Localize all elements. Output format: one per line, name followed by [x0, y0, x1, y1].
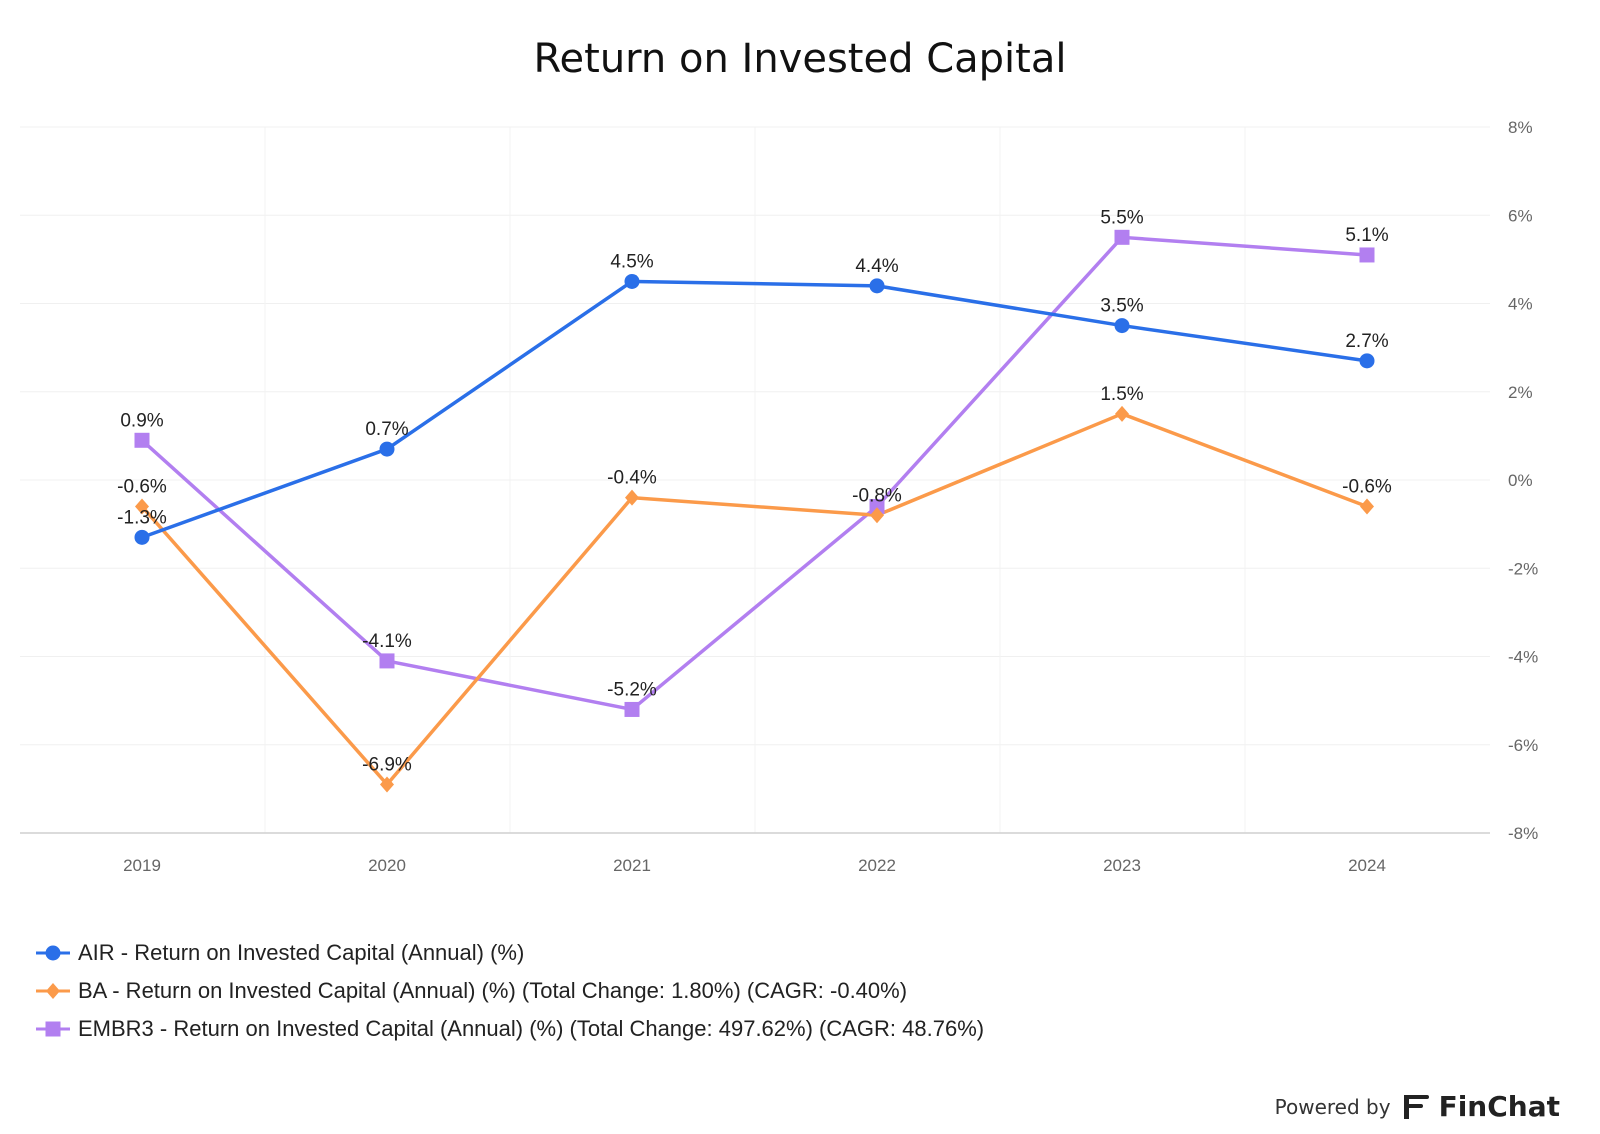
data-label: -6.9%: [362, 754, 412, 775]
legend: AIR - Return on Invested Capital (Annual…: [36, 934, 984, 1048]
y-tick-label: -2%: [1508, 559, 1538, 578]
legend-item[interactable]: AIR - Return on Invested Capital (Annual…: [36, 934, 984, 972]
data-label: 0.9%: [120, 410, 163, 431]
data-point[interactable]: [1359, 247, 1375, 263]
data-point[interactable]: [1114, 318, 1130, 334]
data-labels: -1.3% 0.7% 4.5% 4.4% 3.5% 2.7% -0.6% -6.9% -0.4%…: [117, 207, 1392, 775]
brand-name: FinChat: [1438, 1090, 1560, 1123]
legend-label: AIR - Return on Invested Capital (Annual…: [78, 940, 525, 965]
data-point[interactable]: [625, 489, 639, 506]
data-label: 5.1%: [1345, 225, 1388, 246]
y-tick-label: -8%: [1508, 824, 1538, 843]
axes: 8% 6% 4% 2% 0% -2% -4% -6% -8% 2019 2020 2021 2022 20…: [20, 118, 1538, 875]
data-point[interactable]: [380, 776, 394, 793]
data-point[interactable]: [1360, 498, 1374, 515]
data-label: 0.7%: [365, 419, 408, 440]
legend-swatch-icon: [36, 945, 70, 961]
data-point[interactable]: [134, 432, 150, 448]
legend-marker-icon: [45, 945, 61, 961]
data-label: 4.4%: [855, 256, 898, 277]
data-point[interactable]: [1114, 229, 1130, 245]
legend-item[interactable]: BA - Return on Invested Capital (Annual)…: [36, 972, 984, 1010]
y-tick-label: -6%: [1508, 736, 1538, 755]
data-point[interactable]: [624, 273, 640, 289]
data-label: -1.3%: [117, 507, 167, 528]
data-point[interactable]: [1115, 405, 1129, 422]
data-point[interactable]: [624, 701, 640, 717]
legend-marker-icon: [45, 1021, 61, 1037]
legend-marker-icon: [46, 983, 60, 999]
data-point[interactable]: [134, 529, 150, 545]
data-label: 1.5%: [1100, 384, 1143, 405]
y-tick-label: 8%: [1508, 118, 1533, 137]
x-tick-label: 2019: [123, 856, 161, 875]
data-label: 3.5%: [1100, 296, 1143, 317]
legend-item[interactable]: EMBR3 - Return on Invested Capital (Annu…: [36, 1010, 984, 1048]
data-label: 2.7%: [1345, 331, 1388, 352]
data-label: -0.8%: [852, 485, 902, 506]
y-tick-label: 4%: [1508, 295, 1533, 314]
data-label: -5.2%: [607, 679, 657, 700]
y-tick-label: 2%: [1508, 383, 1533, 402]
data-point[interactable]: [135, 498, 149, 515]
powered-by-text: Powered by: [1274, 1094, 1391, 1119]
series-line: [141, 279, 1368, 540]
x-tick-label: 2020: [368, 856, 406, 875]
grid: [20, 126, 1490, 833]
x-tick-label: 2021: [613, 856, 651, 875]
data-label: 5.5%: [1100, 207, 1143, 228]
footer: Powered by FinChat: [1275, 1090, 1560, 1123]
legend-label: BA - Return on Invested Capital (Annual)…: [78, 978, 908, 1003]
data-label: -4.1%: [362, 631, 412, 652]
data-point[interactable]: [869, 498, 885, 514]
y-tick-label: 0%: [1508, 471, 1533, 490]
y-tick-label: -4%: [1508, 648, 1538, 667]
chart-title: Return on Invested Capital: [533, 36, 1067, 82]
data-label: -0.6%: [117, 476, 167, 497]
data-point[interactable]: [1359, 353, 1375, 369]
data-point[interactable]: [870, 507, 884, 524]
data-label: -0.4%: [607, 468, 657, 489]
legend-swatch-icon: [36, 1021, 70, 1037]
finchat-logo-icon: [1403, 1094, 1429, 1119]
line-chart: 8% 6% 4% 2% 0% -2% -4% -6% -8% 2019 2020 2021 2022 20…: [20, 118, 1538, 875]
series-line: [140, 235, 1368, 712]
legend-swatch-icon: [36, 983, 70, 999]
series-line: [140, 412, 1368, 787]
data-point[interactable]: [379, 653, 395, 669]
x-tick-label: 2024: [1348, 856, 1386, 875]
data-point[interactable]: [869, 278, 885, 294]
data-label: -0.6%: [1342, 476, 1392, 497]
data-label: 4.5%: [610, 251, 653, 272]
series-group: [134, 229, 1375, 793]
x-tick-label: 2023: [1103, 856, 1141, 875]
x-tick-label: 2022: [858, 856, 896, 875]
data-point[interactable]: [379, 441, 395, 457]
legend-label: EMBR3 - Return on Invested Capital (Annu…: [78, 1016, 985, 1041]
y-tick-label: 6%: [1508, 206, 1533, 225]
